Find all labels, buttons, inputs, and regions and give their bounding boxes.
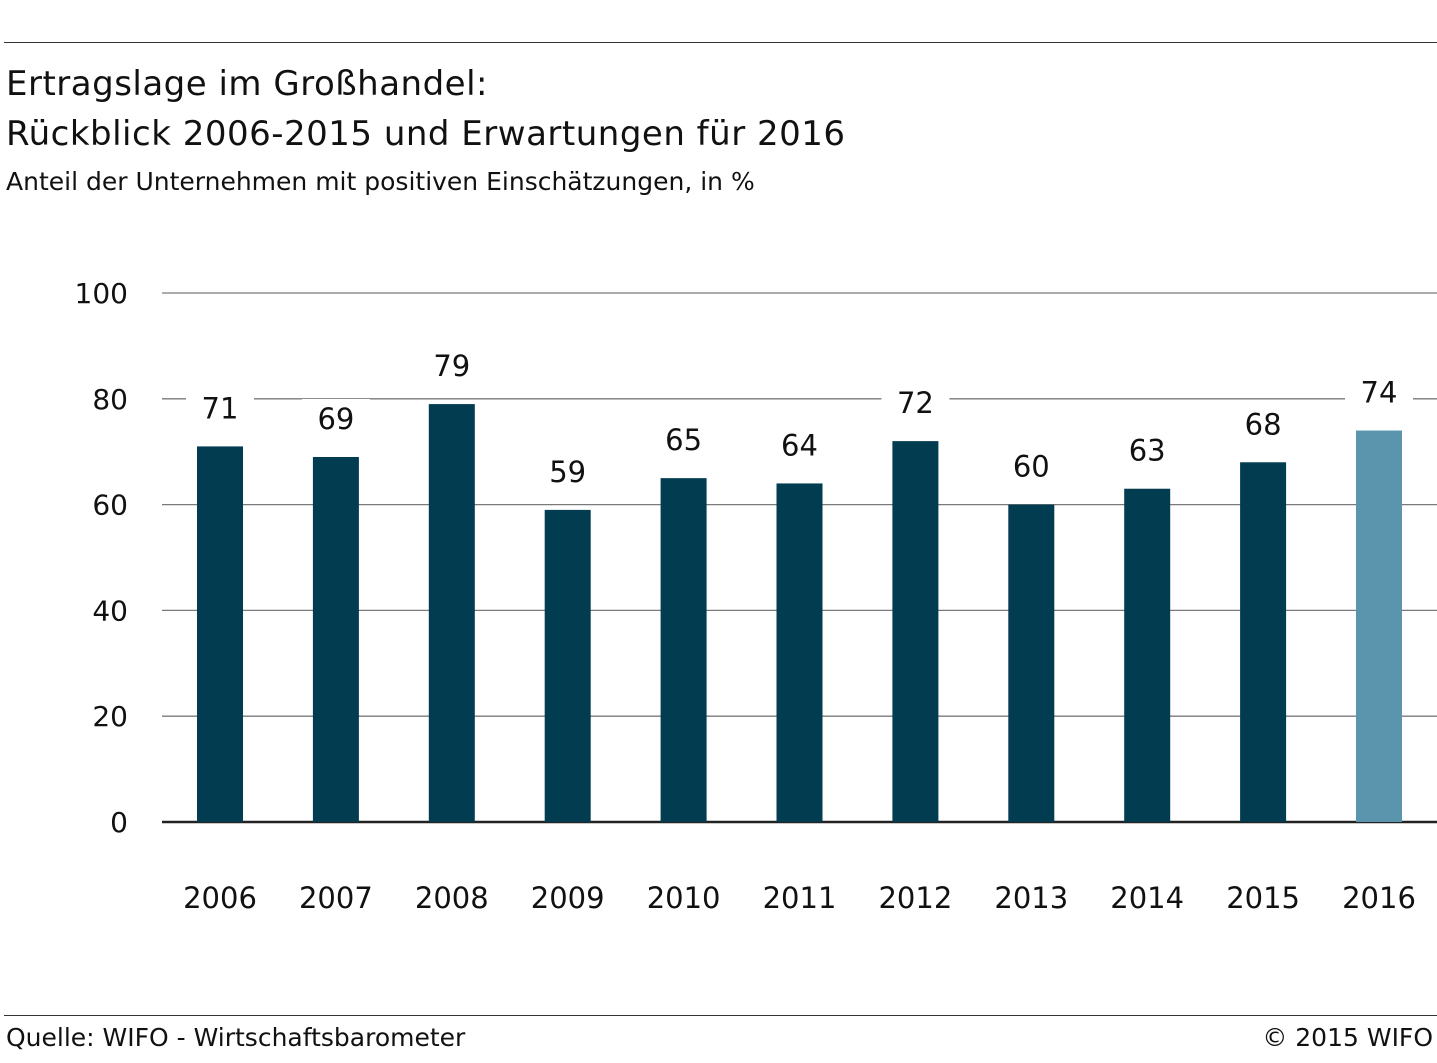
value-label: 64 (781, 428, 818, 462)
y-tick-label: 20 (92, 700, 128, 733)
value-label-backdrop (533, 451, 602, 492)
x-tick-label: 2015 (1226, 881, 1300, 915)
chart-title-line1: Ertragslage im Großhandel: (6, 64, 488, 104)
x-tick-label: 2010 (647, 881, 721, 915)
x-tick-label: 2014 (1110, 881, 1184, 915)
x-tick-label: 2008 (415, 881, 489, 915)
y-tick-label: 80 (92, 383, 128, 416)
value-label: 71 (202, 391, 239, 425)
value-label-backdrop (997, 446, 1066, 487)
y-tick-label: 40 (92, 594, 128, 627)
chart-title-line2: Rückblick 2006-2015 und Erwartungen für … (6, 114, 846, 154)
bar-2007 (312, 456, 359, 822)
bottom-rule (4, 1015, 1437, 1016)
value-label-backdrop (301, 398, 370, 439)
bar-2016 (1356, 430, 1402, 822)
x-tick-label: 2006 (183, 881, 257, 915)
value-label-backdrop (417, 346, 486, 387)
value-label-backdrop (1345, 372, 1413, 413)
x-tick-label: 2012 (878, 881, 952, 915)
value-label-backdrop (881, 383, 950, 424)
value-label-backdrop (765, 425, 834, 466)
bar-2015 (1240, 462, 1287, 822)
source-note: Quelle: WIFO - Wirtschaftsbarometer (6, 1023, 466, 1052)
bar-chart: 0 20 40 60 80 100 71 2006 69 2007 79 2008 59 2009 65 20… (75, 277, 1437, 915)
x-tick-label: 2016 (1342, 881, 1416, 915)
bar-layer (186, 346, 1413, 822)
copyright-note: © 2015 WIFO (1262, 1023, 1433, 1052)
bar-2011 (776, 483, 823, 822)
x-tick-label: 2009 (531, 881, 605, 915)
value-label: 59 (549, 455, 586, 489)
y-tick-label: 0 (110, 806, 128, 839)
value-label: 60 (1013, 450, 1050, 484)
bar-2010 (660, 478, 707, 822)
value-label-backdrop (186, 388, 254, 429)
chart-subtitle: Anteil der Unternehmen mit positiven Ein… (6, 167, 755, 196)
value-label: 68 (1245, 407, 1282, 441)
x-tick-label: 2013 (994, 881, 1068, 915)
x-tick-label: 2007 (299, 881, 373, 915)
value-label: 65 (665, 423, 702, 457)
bar-2012 (892, 441, 939, 822)
value-label: 72 (897, 386, 934, 420)
value-label: 69 (317, 402, 354, 436)
value-label-backdrop (1113, 430, 1182, 471)
value-label-backdrop (1229, 404, 1298, 445)
y-tick-label: 100 (75, 277, 128, 310)
value-label: 79 (433, 349, 470, 383)
value-label: 63 (1129, 434, 1166, 468)
bar-2008 (428, 404, 475, 822)
top-rule (4, 42, 1437, 43)
bar-2006 (197, 446, 243, 822)
value-label-backdrop (649, 420, 718, 461)
y-tick-label: 60 (92, 489, 128, 522)
bar-2009 (544, 509, 591, 822)
bar-2014 (1124, 488, 1171, 822)
bar-2013 (1008, 504, 1055, 822)
x-tick-label: 2011 (763, 881, 837, 915)
value-label: 74 (1361, 376, 1398, 410)
label-layer: 0 20 40 60 80 100 71 2006 69 2007 79 2008 59 2009 65 20… (75, 277, 1416, 915)
